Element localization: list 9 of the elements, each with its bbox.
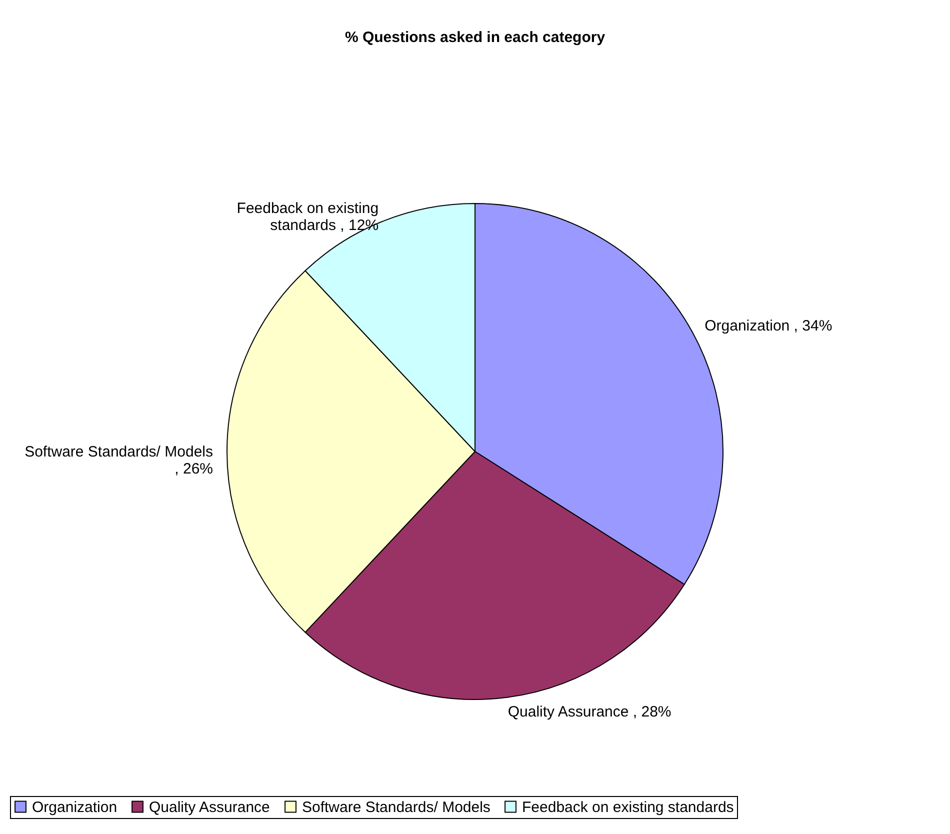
legend-label: Software Standards/ Models: [302, 798, 490, 816]
data-label: Organization , 34%: [704, 317, 832, 334]
legend-label: Organization: [32, 798, 118, 816]
data-label: Software Standards/ Models , 26%: [24, 444, 213, 478]
chart-title: % Questions asked in each category: [344, 29, 606, 46]
legend-label: Quality Assurance: [149, 798, 270, 816]
data-label: Quality Assurance , 28%: [508, 703, 672, 720]
data-label: Feedback on existing standards , 12%: [236, 200, 379, 234]
legend-label: Feedback on existing standards: [522, 798, 734, 816]
